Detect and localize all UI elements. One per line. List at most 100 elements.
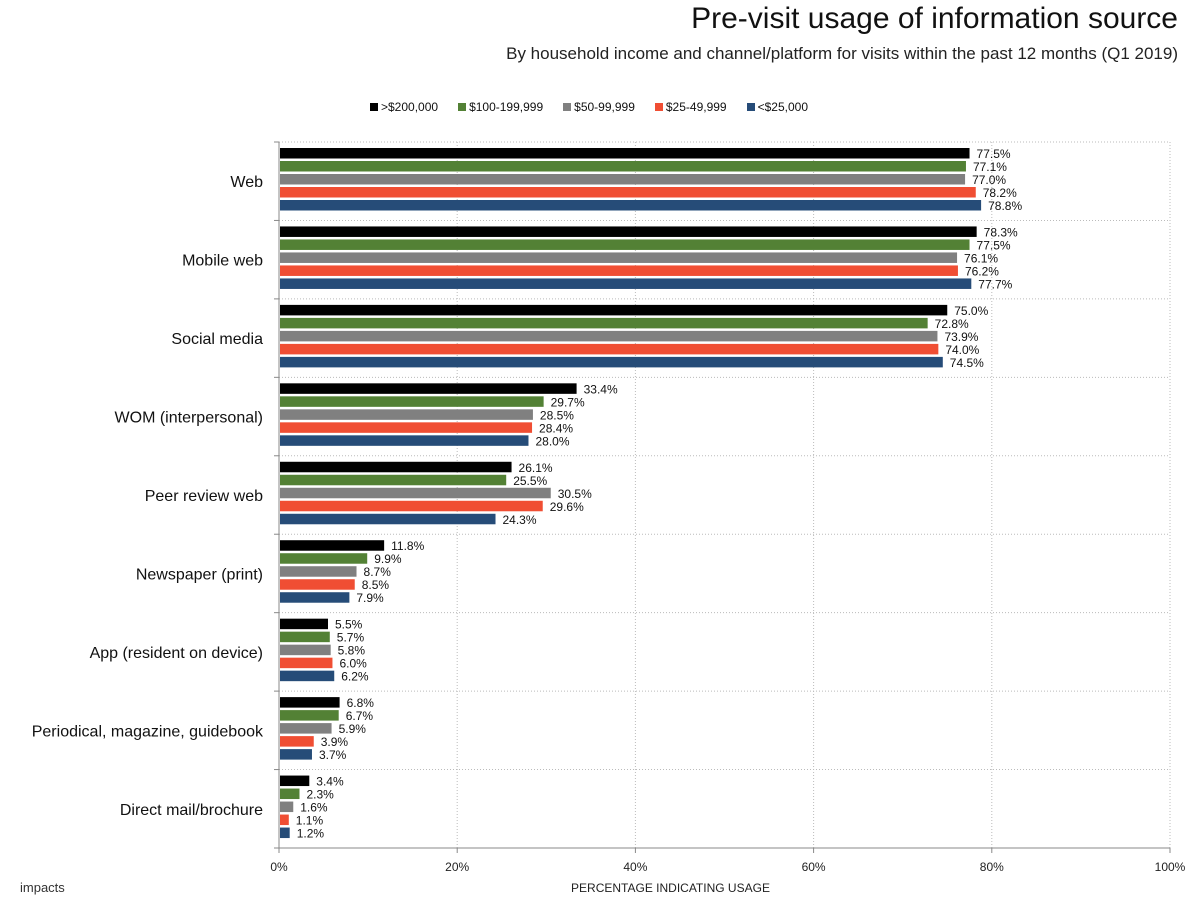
data-label: 1.6%: [300, 801, 328, 815]
chart-title: Pre-visit usage of information source: [691, 2, 1178, 35]
data-label: 6.7%: [346, 709, 374, 723]
data-label: 76.2%: [965, 264, 999, 278]
data-label: 1.2%: [297, 827, 325, 841]
legend-item: >$200,000: [370, 100, 438, 114]
legend-swatch: [370, 103, 378, 111]
bar: [280, 801, 294, 813]
bar: [280, 644, 331, 656]
data-label: 75.0%: [954, 304, 988, 318]
bar: [280, 513, 496, 525]
legend-label: >$200,000: [381, 100, 439, 114]
bar: [280, 540, 385, 551]
legend-label: <$25,000: [757, 100, 808, 114]
bar: [280, 304, 948, 316]
data-label: 29.7%: [551, 395, 585, 409]
legend-label: $25-49,999: [665, 100, 727, 114]
data-label: 8.7%: [364, 565, 392, 579]
x-tick-label: 100%: [1155, 860, 1186, 874]
impacts-logo: impacts: [20, 880, 65, 895]
bar: [280, 553, 368, 564]
category-label: Mobile web: [182, 253, 263, 270]
bar: [280, 657, 333, 669]
x-tick-label: 20%: [445, 860, 469, 874]
legend-item: <$25,000: [746, 100, 808, 114]
legend-label: $100-199,999: [469, 100, 544, 114]
data-label: 2.3%: [306, 788, 334, 802]
bar: [280, 226, 977, 237]
data-label: 76.1%: [964, 251, 998, 265]
bar: [280, 618, 329, 630]
data-label: 6.0%: [339, 657, 367, 671]
data-label: 73.9%: [944, 330, 978, 344]
bar: [280, 330, 938, 342]
bar: [280, 631, 330, 643]
bar: [280, 723, 332, 734]
category-label: Direct mail/brochure: [120, 802, 263, 819]
bar: [280, 252, 958, 263]
bar: [280, 435, 529, 446]
data-label: 78.8%: [988, 199, 1022, 213]
x-tick-label: 60%: [802, 860, 826, 874]
data-label: 3.7%: [319, 748, 347, 762]
data-label: 5.5%: [335, 618, 363, 632]
bar: [280, 775, 310, 787]
bar: [280, 148, 970, 159]
bar: [280, 356, 943, 368]
data-label: 77.0%: [972, 173, 1006, 187]
x-tick-label: 40%: [623, 860, 647, 874]
x-tick-label: 0%: [270, 860, 288, 874]
bar: [280, 396, 544, 407]
bar: [280, 814, 289, 826]
data-label: 1.1%: [296, 814, 324, 828]
bar: [280, 239, 970, 250]
category-label: Newspaper (print): [136, 566, 263, 583]
bar: [280, 736, 314, 747]
data-label: 26.1%: [519, 461, 553, 475]
data-label: 8.5%: [362, 578, 390, 592]
data-label: 78.3%: [984, 225, 1018, 239]
data-label: 77.7%: [978, 277, 1012, 291]
data-label: 28.5%: [540, 408, 574, 422]
bar: [280, 343, 939, 355]
data-label: 72.8%: [935, 317, 969, 331]
bar: [280, 187, 976, 198]
bar: [280, 487, 551, 499]
bar: [280, 579, 355, 590]
legend-item: $100-199,999: [458, 100, 543, 114]
category-label: Social media: [171, 331, 263, 348]
data-label: 5.7%: [337, 631, 365, 645]
bar: [280, 592, 350, 603]
category-label: Peer review web: [145, 488, 263, 505]
x-tick-label: 80%: [980, 860, 1004, 874]
data-label: 9.9%: [374, 552, 402, 566]
bar: [280, 200, 982, 211]
data-label: 3.9%: [321, 735, 349, 749]
legend-item: $50-99,999: [563, 100, 635, 114]
bar: [280, 697, 340, 708]
data-label: 78.2%: [983, 186, 1017, 200]
bar: [280, 161, 966, 172]
chart-subtitle: By household income and channel/platform…: [506, 44, 1178, 63]
legend-label: $50-99,999: [574, 100, 635, 114]
category-label: Web: [230, 174, 263, 191]
legend-swatch: [746, 103, 755, 111]
data-label: 5.9%: [339, 722, 367, 736]
bar: [280, 422, 533, 433]
bar: [280, 174, 966, 185]
bar: [280, 749, 312, 760]
bar: [280, 278, 972, 289]
data-label: 28.4%: [539, 421, 573, 435]
bar: [280, 500, 543, 512]
legend-item: $25-49,999: [654, 100, 727, 114]
legend-swatch: [458, 103, 467, 111]
data-label: 33.4%: [584, 382, 618, 396]
data-label: 29.6%: [550, 500, 584, 514]
bar: [280, 265, 958, 276]
x-axis-label: PERCENTAGE INDICATING USAGE: [571, 881, 770, 895]
legend: >$200,000 $100-199,999 $50-99,999 $25-49,99…: [370, 100, 808, 114]
bar: [280, 827, 290, 839]
data-label: 3.4%: [316, 775, 344, 789]
data-label: 74.0%: [945, 343, 979, 357]
